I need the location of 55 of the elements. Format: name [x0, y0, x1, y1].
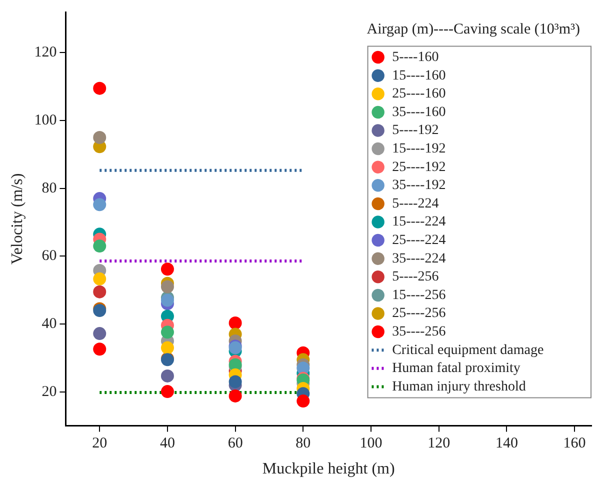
- y-tick-label: 60: [42, 248, 57, 264]
- x-tick-label: 20: [92, 436, 108, 452]
- legend-label: 35----192: [392, 178, 446, 194]
- point: [93, 285, 106, 298]
- x-tick-label: 160: [563, 436, 586, 452]
- legend-label: 5----224: [392, 196, 439, 212]
- point: [160, 294, 174, 307]
- y-tick-label: 20: [42, 384, 57, 400]
- point: [93, 327, 106, 340]
- legend-label: 35----160: [392, 104, 446, 120]
- y-tick-label: 40: [42, 316, 57, 332]
- x-tick-label: 60: [228, 436, 243, 452]
- x-tick-label: 40: [160, 436, 175, 452]
- x-axis-title: Muckpile height (m): [262, 460, 395, 478]
- point: [93, 272, 106, 286]
- y-tick-label: 80: [42, 180, 57, 196]
- legend-title: Airgap (m)----Caving scale (10³m³): [366, 21, 580, 38]
- point: [160, 280, 174, 294]
- x-tick-label: 80: [296, 436, 311, 452]
- x-tick-label: 120: [428, 436, 450, 452]
- point: [228, 375, 242, 388]
- y-axis-title: Velocity (m/s): [8, 173, 26, 264]
- point: [93, 198, 106, 212]
- legend-label: 25----224: [392, 232, 446, 248]
- legend-label: 15----256: [392, 288, 446, 303]
- legend-label: 15----224: [392, 214, 446, 230]
- point: [160, 385, 174, 398]
- y-tick-label: 120: [34, 44, 57, 61]
- point: [93, 342, 106, 356]
- legend-label: 35----256: [392, 324, 446, 340]
- y-tick-label: 100: [34, 112, 57, 128]
- point: [228, 316, 242, 330]
- point: [160, 341, 174, 354]
- x-tick-label: 100: [360, 436, 382, 452]
- legend-label: 25----192: [392, 160, 446, 175]
- legend-label: 15----192: [392, 141, 446, 156]
- legend-label: Critical equipment damage: [392, 342, 544, 358]
- point: [160, 326, 174, 339]
- legend-label: 25----256: [392, 306, 446, 322]
- x-tick-label: 140: [495, 436, 518, 452]
- legend-label: 5----256: [392, 270, 439, 285]
- point: [160, 262, 174, 276]
- point: [93, 240, 106, 253]
- legend-label: Human fatal proximity: [392, 361, 520, 376]
- point: [93, 82, 106, 95]
- legend-label: 5----160: [392, 50, 439, 65]
- legend-label: 35----224: [392, 251, 446, 266]
- point: [296, 394, 310, 408]
- legend-label: 15----160: [392, 68, 446, 84]
- legend-label: 5----192: [392, 123, 439, 138]
- legend-label: Human injury threshold: [392, 379, 526, 394]
- legend-label: 25----160: [392, 86, 446, 102]
- point: [160, 369, 174, 382]
- point: [228, 389, 242, 402]
- point: [93, 130, 106, 144]
